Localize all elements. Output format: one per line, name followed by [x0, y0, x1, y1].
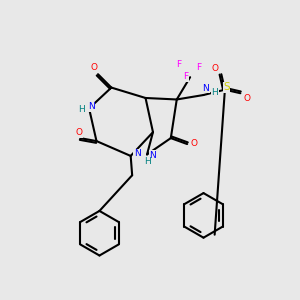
Text: N: N [88, 102, 95, 111]
Text: N: N [149, 151, 156, 160]
Text: F: F [176, 60, 181, 69]
Text: N: N [202, 84, 209, 93]
Text: O: O [190, 139, 197, 148]
Text: F: F [183, 72, 188, 81]
Text: O: O [91, 63, 98, 72]
Text: F: F [196, 63, 201, 72]
Text: O: O [243, 94, 250, 103]
Text: O: O [212, 64, 219, 73]
Text: H: H [78, 105, 85, 114]
Text: H: H [212, 88, 218, 97]
Text: S: S [223, 82, 230, 92]
Text: H: H [144, 158, 150, 166]
Text: O: O [75, 128, 82, 137]
Text: N: N [134, 149, 141, 158]
